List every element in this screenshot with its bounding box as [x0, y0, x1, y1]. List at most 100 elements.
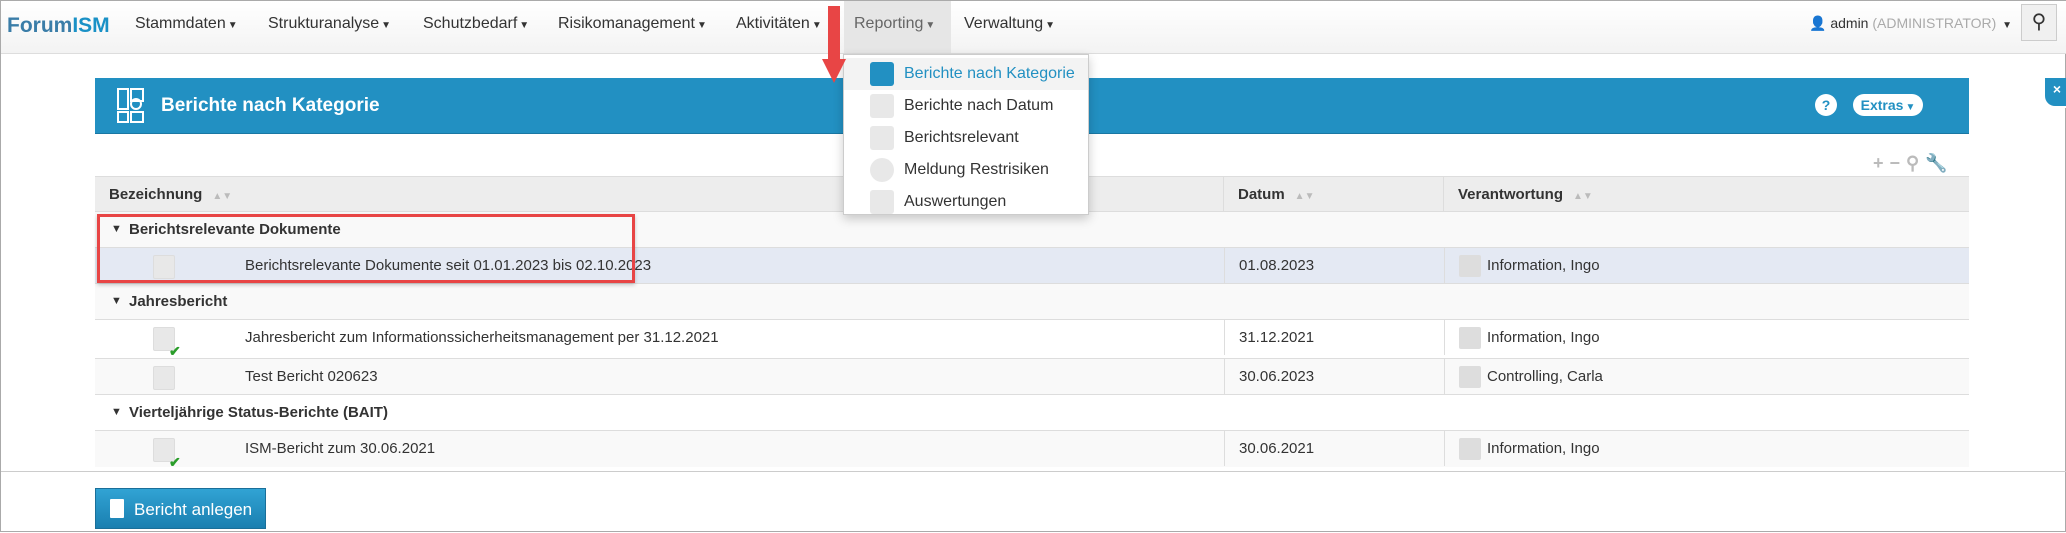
menu-item-berichte-nach-datum[interactable]: Berichte nach Datum: [844, 90, 1088, 122]
menu-strukturanalyse[interactable]: Strukturanalyse ▼: [258, 1, 401, 53]
column-header-datum[interactable]: Datum ▲▼: [1224, 177, 1444, 212]
report-title[interactable]: Berichtsrelevante Dokumente seit 01.01.2…: [245, 257, 652, 274]
menu-label: Stammdaten: [135, 15, 226, 32]
menu-item-label: Berichte nach Kategorie: [904, 65, 1075, 82]
logo-text-b: ISM: [72, 14, 110, 37]
report-icon: [153, 255, 175, 279]
logo[interactable]: ForumISM: [7, 14, 110, 38]
avatar: [1459, 438, 1481, 461]
page-title: Berichte nach Kategorie: [161, 95, 380, 116]
search-icon: ⚲: [2031, 11, 2047, 33]
caret-down-icon: ▼: [227, 20, 238, 31]
group-name: Berichtsrelevante Dokumente: [129, 221, 341, 238]
report-owner: Information, Ingo: [1487, 329, 1600, 346]
annotation-arrow-shaft: [828, 6, 840, 66]
caret-down-icon: ▼: [696, 20, 707, 31]
header-label: Datum: [1238, 186, 1285, 203]
check-icon: ✔: [169, 454, 181, 470]
report-icon: [153, 438, 175, 462]
sort-icon: ▲▼: [212, 191, 233, 202]
document-icon: [870, 126, 894, 150]
menu-label: Reporting: [854, 15, 924, 32]
expand-all-icon[interactable]: +: [1873, 153, 1890, 173]
user-menu[interactable]: 👤 admin (ADMINISTRATOR) ▼: [1809, 15, 2012, 32]
caret-down-icon: ▼: [381, 20, 392, 31]
menu-item-berichtsrelevant[interactable]: Berichtsrelevant: [844, 122, 1088, 154]
table-row[interactable]: ✔ ISM-Bericht zum 30.06.2021 30.06.2021 Inf…: [95, 431, 1969, 470]
header-label: Bezeichnung: [109, 186, 203, 203]
menu-item-meldung-restrisiken[interactable]: Meldung Restrisiken: [844, 154, 1088, 186]
group-row[interactable]: ▼ Jahresbericht: [95, 284, 1969, 320]
close-button[interactable]: ×: [2043, 78, 2066, 108]
reporting-dropdown-menu: Berichte nach Kategorie Berichte nach Da…: [843, 54, 1089, 215]
sort-icon: ▲▼: [1573, 191, 1593, 202]
menu-label: Verwaltung: [964, 15, 1044, 32]
menu-label: Strukturanalyse: [268, 15, 380, 32]
group-row[interactable]: ▼ Berichtsrelevante Dokumente: [95, 212, 1969, 248]
caret-down-icon: ▼: [811, 20, 822, 31]
menu-risikomanagement[interactable]: Risikomanagement ▼: [548, 1, 717, 53]
report-title[interactable]: ISM-Bericht zum 30.06.2021: [245, 440, 436, 457]
extras-button[interactable]: Extras ▼: [1853, 94, 1923, 116]
collapse-triangle-icon[interactable]: ▼: [111, 295, 122, 307]
avatar: [1459, 255, 1481, 278]
search-button[interactable]: ⚲: [2021, 4, 2057, 41]
report-title[interactable]: Jahresbericht zum Informationssicherheit…: [245, 329, 719, 346]
menu-label: Schutzbedarf: [423, 15, 518, 32]
menu-item-label: Berichte nach Datum: [904, 97, 1054, 114]
highlight-annotation-box: [97, 214, 635, 283]
caret-down-icon: ▼: [519, 20, 530, 31]
top-navbar: ForumISM Stammdaten ▼ Strukturanalyse ▼ Sc…: [1, 1, 2066, 54]
avatar: [1459, 366, 1481, 389]
menu-item-auswertungen[interactable]: Auswertungen: [844, 186, 1088, 218]
extras-label: Extras: [1860, 97, 1904, 113]
table-row[interactable]: Test Bericht 020623 30.06.2023 Controlling…: [95, 359, 1969, 395]
logo-text-a: Forum: [7, 14, 73, 37]
report-icon: [153, 327, 175, 351]
menu-schutzbedarf[interactable]: Schutzbedarf ▼: [413, 1, 539, 53]
collapse-triangle-icon[interactable]: ▼: [111, 223, 122, 235]
menu-aktivitaeten[interactable]: Aktivitäten ▼: [726, 1, 832, 53]
avatar: [1459, 327, 1481, 350]
column-header-bezeichnung[interactable]: Bezeichnung ▲▼: [95, 177, 1224, 212]
eye-icon: [870, 158, 894, 182]
menu-reporting[interactable]: Reporting ▼: [844, 1, 951, 53]
caret-down-icon: ▼: [1905, 102, 1916, 113]
user-name: admin: [1830, 15, 1869, 31]
table-row[interactable]: ✔ Jahresbericht zum Informationssicherhei…: [95, 320, 1969, 359]
collapse-all-icon[interactable]: −: [1889, 153, 1907, 173]
group-name: Vierteljährige Status-Berichte (BAIT): [129, 404, 388, 421]
user-role: (ADMINISTRATOR): [1872, 15, 1997, 31]
button-label: Bericht anlegen: [134, 500, 253, 519]
help-button[interactable]: ?: [1815, 94, 1837, 116]
menu-item-berichte-nach-kategorie[interactable]: Berichte nach Kategorie: [844, 58, 1088, 90]
report-title[interactable]: Test Bericht 020623: [245, 368, 378, 385]
reports-category-icon: [870, 62, 894, 86]
caret-down-icon: ▼: [925, 20, 936, 31]
menu-verwaltung[interactable]: Verwaltung ▼: [954, 1, 1065, 53]
report-date: 30.06.2023: [1224, 359, 1444, 394]
document-icon: [870, 190, 894, 214]
caret-down-icon: ▼: [2002, 20, 2013, 31]
column-header-verantwortung[interactable]: Verantwortung ▲▼: [1444, 177, 1969, 212]
annotation-arrow-icon: [822, 59, 846, 83]
search-icon[interactable]: ⚲: [1906, 153, 1926, 173]
menu-item-label: Meldung Restrisiken: [904, 161, 1049, 178]
wrench-icon[interactable]: 🔧: [1925, 153, 1954, 173]
create-report-button[interactable]: Bericht anlegen: [95, 488, 266, 529]
report-owner: Controlling, Carla: [1487, 368, 1603, 385]
table-row[interactable]: Berichtsrelevante Dokumente seit 01.01.2…: [95, 248, 1969, 284]
collapse-triangle-icon[interactable]: ▼: [111, 406, 122, 418]
footer-bar: [1, 471, 2066, 533]
menu-item-label: Berichtsrelevant: [904, 129, 1019, 146]
sort-icon: ▲▼: [1294, 191, 1315, 202]
menu-stammdaten[interactable]: Stammdaten ▼: [125, 1, 248, 53]
group-row[interactable]: ▼ Vierteljährige Status-Berichte (BAIT): [95, 395, 1969, 431]
user-icon: 👤: [1809, 15, 1827, 31]
reports-date-icon: [870, 94, 894, 118]
report-date: 01.08.2023: [1224, 248, 1444, 283]
report-owner: Information, Ingo: [1487, 257, 1600, 274]
file-icon: [110, 499, 124, 518]
header-label: Verantwortung: [1458, 186, 1564, 203]
table-toolbar: +−⚲🔧: [1873, 153, 1954, 174]
